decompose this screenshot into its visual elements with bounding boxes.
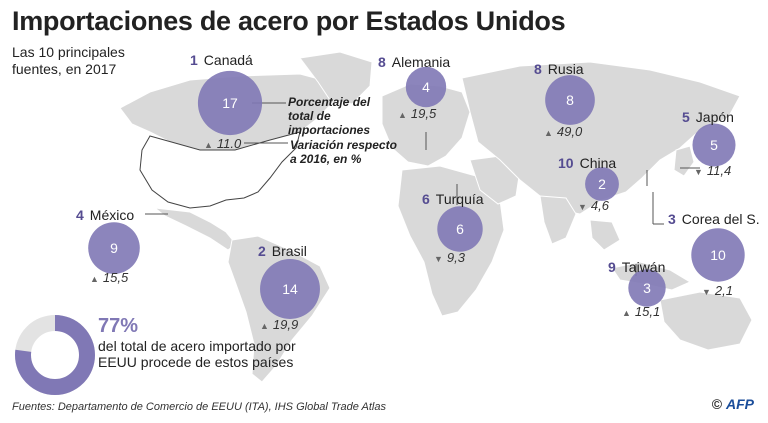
bubble-canad: [197, 70, 263, 136]
bubble-turqua: [437, 206, 483, 252]
summary-text: del total de acero importado por EEUU pr…: [98, 338, 296, 370]
bubble-taiwn: [628, 269, 666, 307]
label-rusia: 8 Rusia: [534, 61, 584, 77]
bubble-brasil: [260, 259, 320, 319]
variation-arrow-icon: ▲: [398, 110, 407, 120]
variation-arrow-icon: ▼: [434, 254, 443, 264]
bubble-alemania: [405, 66, 447, 108]
variation-alemania: ▲ 19,5: [398, 106, 437, 121]
bubble-value: 9: [110, 240, 118, 256]
variation-taiwan: ▲ 15,1: [622, 304, 661, 319]
variation-mexico: ▲ 15,5: [90, 270, 129, 285]
variation-arrow-icon: ▼: [702, 287, 711, 297]
variation-turquia: ▼ 9,3: [434, 250, 465, 265]
label-corea: 3 Corea del S.: [668, 211, 760, 227]
bubble-value: 14: [282, 281, 298, 297]
variation-brasil: ▲ 19,9: [260, 317, 299, 332]
legend-variation-meaning: Variación respecto a 2016, en %: [290, 138, 397, 166]
label-taiwan: 9 Taiwán: [608, 259, 666, 275]
variation-canada: ▲ 11.0: [204, 136, 242, 151]
summary-percent: 77%: [98, 315, 139, 337]
variation-rusia: ▲ 49,0: [544, 124, 583, 139]
summary-donut: [15, 315, 95, 395]
variation-corea: ▼ 2,1: [702, 283, 733, 298]
bubble-japn: [692, 123, 736, 167]
variation-arrow-icon: ▼: [694, 167, 703, 177]
bubble-value: 4: [422, 79, 430, 95]
label-japon: 5 Japón: [682, 109, 734, 125]
label-canada: 1 Canadá: [190, 52, 253, 68]
variation-china: ▼ 4,6: [578, 198, 609, 213]
bubble-rusia: [545, 75, 595, 125]
afp-logo: AFP: [726, 396, 754, 412]
variation-arrow-icon: ▲: [622, 308, 631, 318]
infographic-title: Importaciones de acero por Estados Unido…: [12, 6, 566, 36]
variation-arrow-icon: ▲: [90, 274, 99, 284]
donut-fill: [15, 315, 95, 395]
bubble-value: 8: [566, 92, 574, 108]
infographic-subtitle: Las 10 principales fuentes, en 2017: [12, 44, 125, 77]
bubble-value: 2: [598, 176, 606, 192]
bubble-value: 3: [643, 280, 651, 296]
variation-arrow-icon: ▲: [260, 321, 269, 331]
usa-shape: [139, 131, 301, 209]
variation-arrow-icon: ▲: [544, 128, 553, 138]
bubble-china: [585, 167, 619, 201]
label-china: 10 China: [558, 155, 617, 171]
variation-japon: ▼ 11,4: [694, 163, 732, 178]
label-mexico: 4 México: [76, 207, 135, 223]
bubbles-group: 17 14 10 9 5 6 4 8 3 2: [88, 66, 745, 319]
variation-arrow-icon: ▼: [578, 202, 587, 212]
label-brasil: 2 Brasil: [258, 243, 307, 259]
label-turquia: 6 Turquía: [422, 191, 484, 207]
afp-credit: © AFP: [711, 396, 754, 412]
bubble-value: 5: [710, 137, 718, 153]
bubble-mxico: [88, 222, 140, 274]
variation-arrow-icon: ▲: [204, 140, 213, 150]
leader-lines: [145, 102, 700, 276]
bubble-value: 6: [456, 221, 464, 237]
bubble-value: 10: [710, 247, 726, 263]
label-alemania: 8 Alemania: [378, 54, 451, 70]
bubble-coreadels: [691, 228, 745, 282]
legend-bubble-meaning: Porcentaje del total de importaciones: [288, 95, 371, 137]
bubble-value: 17: [222, 95, 238, 111]
source-note: Fuentes: Departamento de Comercio de EEU…: [12, 401, 386, 413]
